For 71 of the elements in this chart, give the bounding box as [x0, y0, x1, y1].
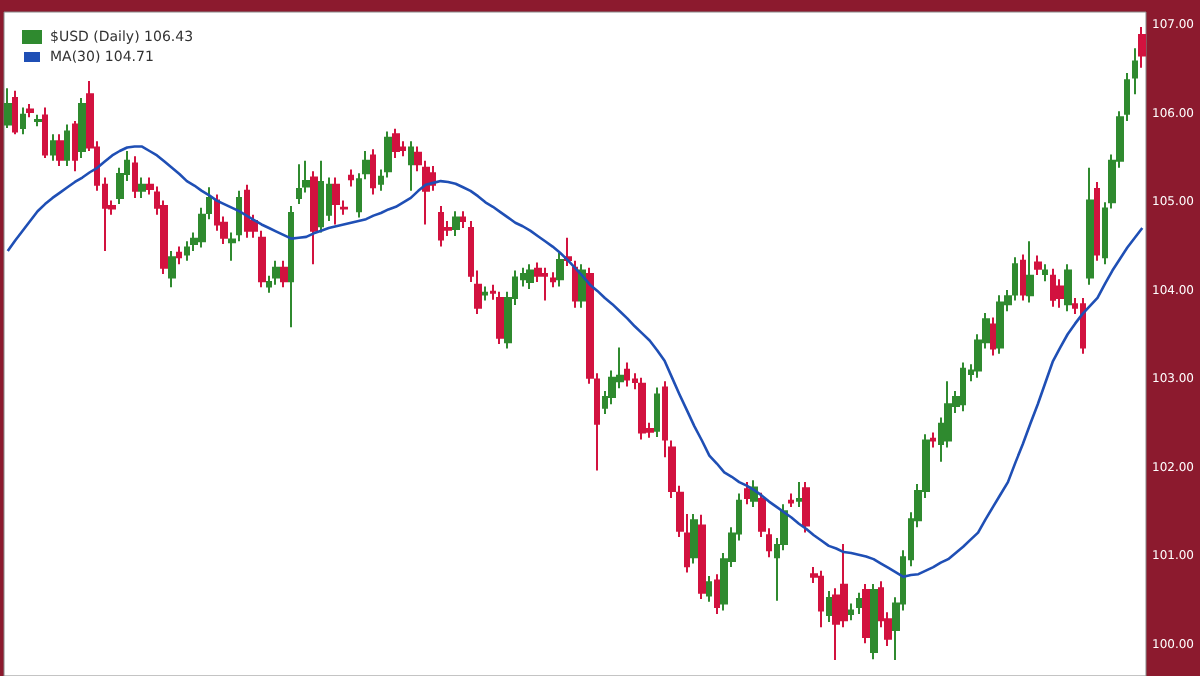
candlestick: [624, 361, 630, 388]
candlestick: [930, 431, 936, 449]
candlestick: [64, 123, 70, 168]
candlestick: [288, 204, 294, 329]
candlestick: [272, 259, 280, 286]
candlestick: [168, 250, 176, 289]
candlestick: [802, 481, 810, 534]
candlestick: [42, 106, 48, 160]
line-series: [6, 145, 1144, 579]
candlestick: [550, 271, 556, 289]
candlestick: [996, 294, 1004, 355]
candlestick: [818, 569, 824, 629]
candlestick: [34, 113, 42, 128]
candlestick: [1080, 296, 1086, 355]
candlestick: [452, 210, 460, 237]
candlestick: [1026, 240, 1034, 304]
candlestick: [318, 159, 324, 234]
candlestick: [138, 176, 146, 199]
candlestick: [370, 148, 376, 196]
candlestick: [296, 163, 302, 206]
candlestick: [556, 251, 564, 288]
candlestick: [788, 492, 794, 508]
candlestick: [1050, 267, 1056, 308]
candlestick: [1086, 166, 1094, 286]
candlestick: [496, 290, 504, 345]
candlestick: [526, 263, 534, 291]
candlestick: [1042, 263, 1048, 283]
candlestick: [542, 266, 548, 302]
candlestick: [1094, 180, 1100, 262]
candlestick: [698, 513, 706, 600]
candlestick: [438, 204, 444, 248]
candlestick: [310, 170, 318, 266]
candlestick: [460, 210, 466, 230]
candlestick: [744, 481, 750, 506]
candlestick: [960, 361, 966, 413]
candlestick: [1034, 254, 1042, 276]
candlestick: [856, 591, 862, 616]
candlestick: [714, 573, 720, 616]
candlestick: [796, 481, 802, 508]
candlestick: [870, 582, 878, 661]
candlestick: [392, 127, 400, 160]
candlestick: [1020, 253, 1026, 302]
candlestick: [4, 87, 12, 129]
candlestick: [26, 103, 34, 119]
candlestick: [332, 176, 340, 226]
candlestick: [1132, 47, 1138, 96]
candlestick: [482, 285, 488, 302]
candlestick: [990, 316, 996, 357]
candlestick: [56, 133, 64, 168]
candlestick: [826, 590, 832, 623]
candlestick: [862, 582, 870, 645]
candlestick: [132, 155, 138, 199]
candlestick: [408, 140, 414, 192]
candlestick: [348, 168, 354, 188]
candlestick: [176, 245, 182, 266]
candlestick: [280, 259, 288, 289]
candlestick: [1138, 26, 1146, 69]
candlestick: [572, 259, 578, 309]
candlestick: [706, 574, 712, 603]
candlestick: [184, 240, 190, 262]
candlestick: [78, 96, 86, 160]
candlestick: [654, 386, 660, 438]
candlestick: [50, 133, 56, 162]
candlestick: [12, 89, 18, 136]
candlestick: [1064, 263, 1072, 313]
candlestick: [690, 512, 698, 565]
candlestick: [638, 376, 646, 441]
candlestick: [72, 119, 78, 173]
candlestick: [244, 183, 250, 239]
candlestick: [848, 602, 854, 622]
candlestick: [20, 106, 26, 136]
